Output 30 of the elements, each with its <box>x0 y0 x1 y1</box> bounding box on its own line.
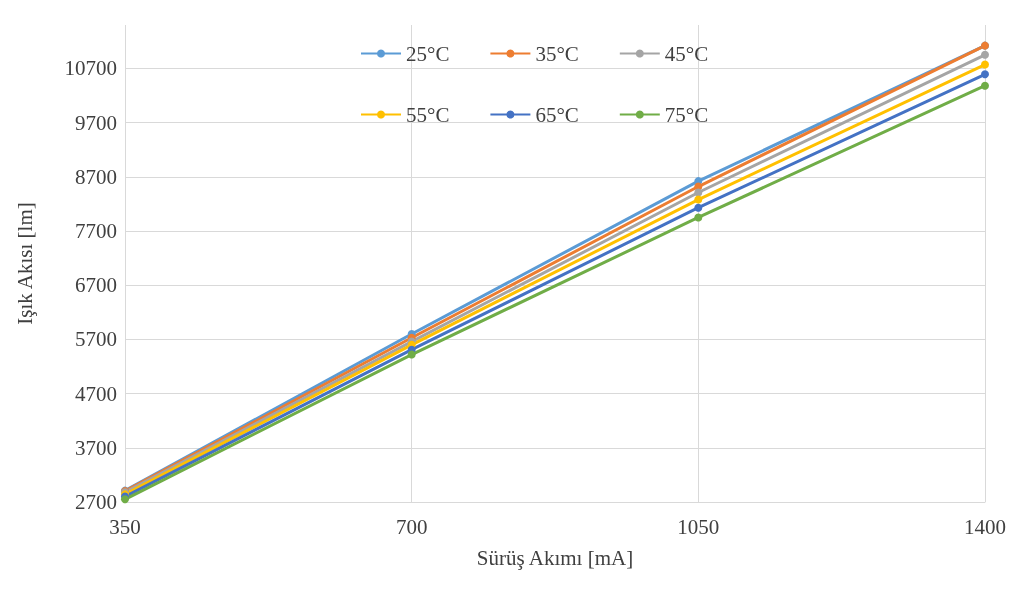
point <box>694 213 703 222</box>
point <box>981 60 989 69</box>
y-axis-title: Işık Akısı [lm] <box>12 202 37 325</box>
y-tick-label: 6700 <box>75 273 117 298</box>
y-tick-label: 2700 <box>75 490 117 514</box>
legend-label: 75°C <box>664 102 709 127</box>
point <box>981 81 989 90</box>
x-tick-label: 350 <box>109 514 141 539</box>
x-tick-label: 1050 <box>677 514 720 539</box>
point <box>407 350 416 359</box>
x-tick-label: 700 <box>395 514 428 539</box>
legend-label: 35°C <box>535 41 579 66</box>
point <box>694 203 703 212</box>
legend-label: 25°C <box>406 41 450 66</box>
point <box>981 50 989 59</box>
point <box>981 70 989 79</box>
point <box>694 188 703 197</box>
y-tick-label: 4700 <box>75 381 117 406</box>
y-tick-label: 7700 <box>75 218 117 243</box>
y-tick-label: 9700 <box>75 110 117 135</box>
y-tick-label: 3700 <box>75 435 117 460</box>
y-tick-label: 8700 <box>75 164 117 189</box>
legend-label: 65°C <box>535 102 579 127</box>
x-axis-title: Sürüş Akımı [mA] <box>476 545 634 570</box>
y-tick-label: 5700 <box>75 327 117 352</box>
point <box>694 195 703 204</box>
legend-label: 45°C <box>664 41 709 66</box>
y-tick-label: 10700 <box>64 56 117 81</box>
legend-label: 55°C <box>406 102 450 127</box>
x-tick-label: 1400 <box>964 514 1006 539</box>
